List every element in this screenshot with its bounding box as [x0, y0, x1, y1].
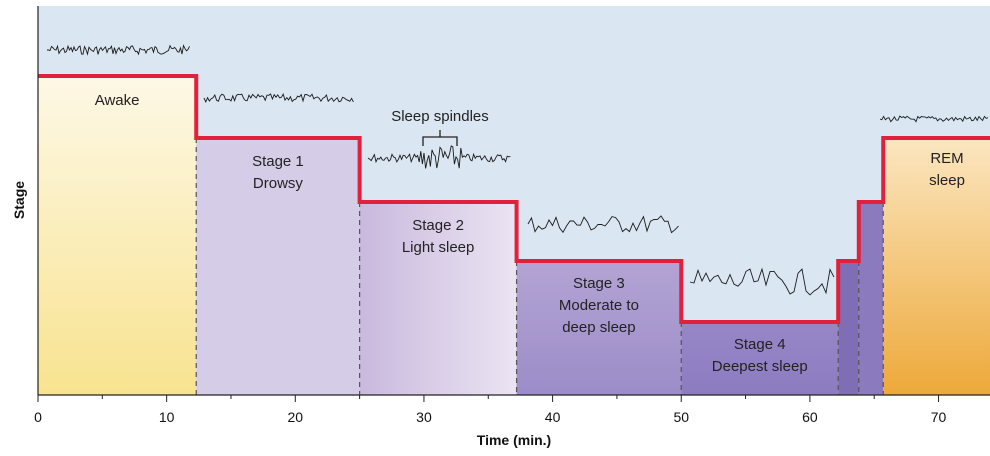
- stage-fill-awake: [38, 76, 197, 395]
- x-axis-ticks: 0 10 20 30 40 50 60 70: [34, 395, 947, 425]
- stage-fill-stage-1: [196, 138, 360, 395]
- stage-label-stage-3-line-1: Stage 3: [573, 275, 625, 292]
- eeg-stage2-trace: [367, 145, 511, 169]
- stage-dividers: [195, 138, 884, 395]
- x-axis-title: Time (min.): [477, 432, 551, 448]
- stage-label-stage-4-line-1: Stage 4: [734, 336, 786, 353]
- stage-fill-stage-2-return: [858, 202, 884, 395]
- x-tick-label: 10: [159, 409, 175, 425]
- x-tick-label: 0: [34, 409, 42, 425]
- stage-step-line: [38, 74, 990, 324]
- x-tick-label: 20: [288, 409, 304, 425]
- stage-label-stage-2-line-2: Light sleep: [402, 239, 475, 256]
- sleep-spindles-label: Sleep spindles: [391, 108, 489, 125]
- stage-fill-stage-4: [681, 322, 839, 395]
- x-tick-label: 50: [673, 409, 689, 425]
- stage-fill-stage-3-return: [838, 261, 859, 395]
- stage-label-stage-3-line-3: deep sleep: [562, 319, 635, 336]
- stage-label-awake-line-1: Awake: [95, 92, 140, 109]
- x-tick-label: 70: [931, 409, 947, 425]
- stage-label-stage-1-line-2: Drowsy: [253, 175, 304, 192]
- stage-fill-stage-2: [359, 202, 517, 395]
- stage-label-stage-1-line-1: Stage 1: [252, 153, 304, 170]
- stage-label-stage-4-line-2: Deepest sleep: [712, 358, 808, 375]
- x-tick-label: 60: [802, 409, 818, 425]
- eeg-rem-trace: [879, 115, 989, 123]
- stage-label-rem-line-1: REM: [930, 150, 963, 167]
- stage-labels: Awake Stage 1 Drowsy Stage 2 Light sleep Stag…: [95, 92, 965, 375]
- eeg-awake-trace: [46, 44, 190, 56]
- stage-label-rem-line-2: sleep: [929, 172, 965, 189]
- stage-fills: [38, 76, 990, 395]
- stage-fill-rem: [883, 138, 990, 395]
- stage-fill-stage-3: [516, 261, 682, 395]
- x-tick-label: 40: [545, 409, 561, 425]
- x-tick-label: 30: [416, 409, 432, 425]
- eeg-stage4-trace: [689, 267, 835, 296]
- eeg-stage3-trace: [527, 215, 679, 234]
- axes: 0 10 20 30 40 50 60 70 Time (min.) Stage: [11, 6, 990, 448]
- eeg-stage1-trace: [203, 92, 354, 104]
- eeg-traces: [46, 44, 989, 296]
- sleep-spindles-annotation: Sleep spindles: [391, 108, 489, 146]
- stage-label-stage-3-line-2: Moderate to: [559, 297, 639, 314]
- y-axis-title: Stage: [11, 181, 27, 219]
- stage-label-stage-2-line-1: Stage 2: [412, 217, 464, 234]
- sleep-spindles-bracket: [422, 130, 458, 146]
